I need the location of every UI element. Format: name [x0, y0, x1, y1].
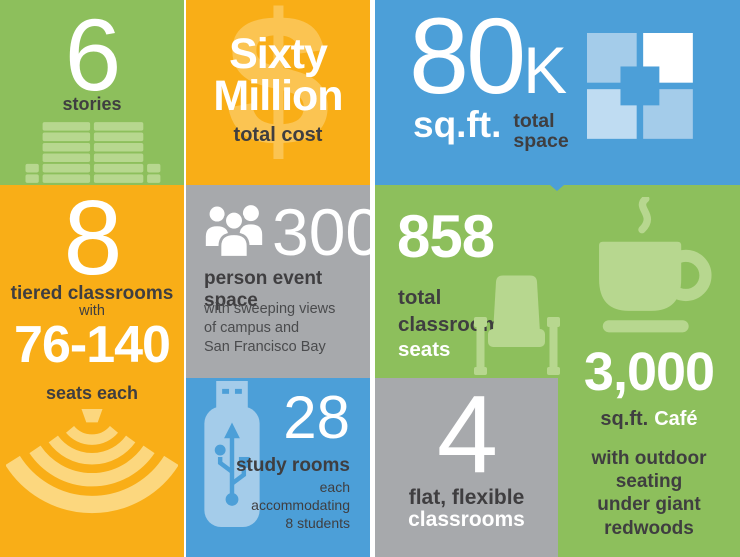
stories-value: 6	[64, 0, 122, 112]
flat-classrooms-value: 4	[436, 378, 498, 496]
total-cost-value: Sixty Million	[186, 30, 370, 121]
event-space-description: with sweeping views of campus and San Fr…	[204, 301, 336, 355]
total-space-number: 80	[409, 0, 526, 116]
classroom-seats-value: 858	[397, 203, 495, 270]
total-space-caption: sq.ft. total space	[413, 106, 569, 151]
total-cost-line1: Sixty	[229, 30, 328, 78]
event-space-value: 300	[272, 195, 370, 269]
stories-label: stories	[62, 94, 122, 114]
flat-classrooms-label2: classrooms	[408, 508, 525, 531]
armchair-icon	[468, 273, 568, 375]
tiered-seating-icon	[6, 409, 178, 516]
seat-range-label: seats each	[45, 383, 139, 403]
total-cost-tile: $ Sixty Million total cost	[186, 0, 370, 185]
flat-classrooms-label1: flat, flexible	[408, 486, 525, 509]
cafe-sqft: sq.ft.	[600, 408, 649, 430]
cafe-caption: sq.ft. Café	[558, 408, 740, 431]
total-space-value: 80K	[409, 2, 567, 110]
total-space-unit: K	[523, 33, 567, 107]
tiered-classrooms-connector: with	[79, 303, 105, 319]
blue-arrow-notch-icon	[550, 185, 564, 191]
total-cost-line2: Million	[213, 72, 343, 121]
study-rooms-description: each accommodating 8 students	[251, 479, 350, 532]
stories-tile: 6 stories	[0, 0, 184, 185]
total-space-tile: 80K sq.ft. total space	[375, 0, 740, 185]
study-rooms-value: 28	[283, 384, 350, 451]
cafe-section: 3,000 sq.ft. Café with outdoor seating un…	[558, 185, 740, 557]
usb-drive-icon	[199, 381, 265, 529]
cafe-size-value: 3,000	[583, 342, 715, 402]
building-floors-icon	[16, 122, 168, 183]
study-rooms-tile: 28 study rooms each accommodating 8 stud…	[186, 378, 370, 557]
floor-plan-squares-icon	[587, 33, 695, 141]
study-rooms-label: study rooms	[235, 455, 350, 476]
classroom-seats-sublabel: seats	[398, 338, 451, 361]
dollar-sign-watermark: $	[225, 0, 331, 185]
seat-range-value: 76-140	[14, 316, 171, 374]
cafe-name: Café	[654, 408, 698, 430]
total-space-label: total space	[513, 110, 569, 153]
people-group-icon	[203, 202, 265, 258]
total-cost-label: total cost	[233, 124, 323, 146]
tiered-classrooms-label: tiered classrooms	[10, 283, 174, 304]
total-space-sqft: sq.ft.	[413, 104, 502, 145]
flat-classrooms-tile: 4 flat, flexible classrooms	[375, 378, 558, 557]
event-space-label: person event space	[204, 268, 323, 311]
tiered-classrooms-value: 8	[63, 185, 123, 297]
cafe-description: with outdoor seating under giant redwood…	[591, 448, 707, 539]
event-space-tile: 300 person event space with sweeping vie…	[186, 185, 370, 378]
coffee-cup-icon	[586, 197, 712, 337]
tiered-classrooms-tile: 8 tiered classrooms with 76-140 seats ea…	[0, 185, 184, 557]
